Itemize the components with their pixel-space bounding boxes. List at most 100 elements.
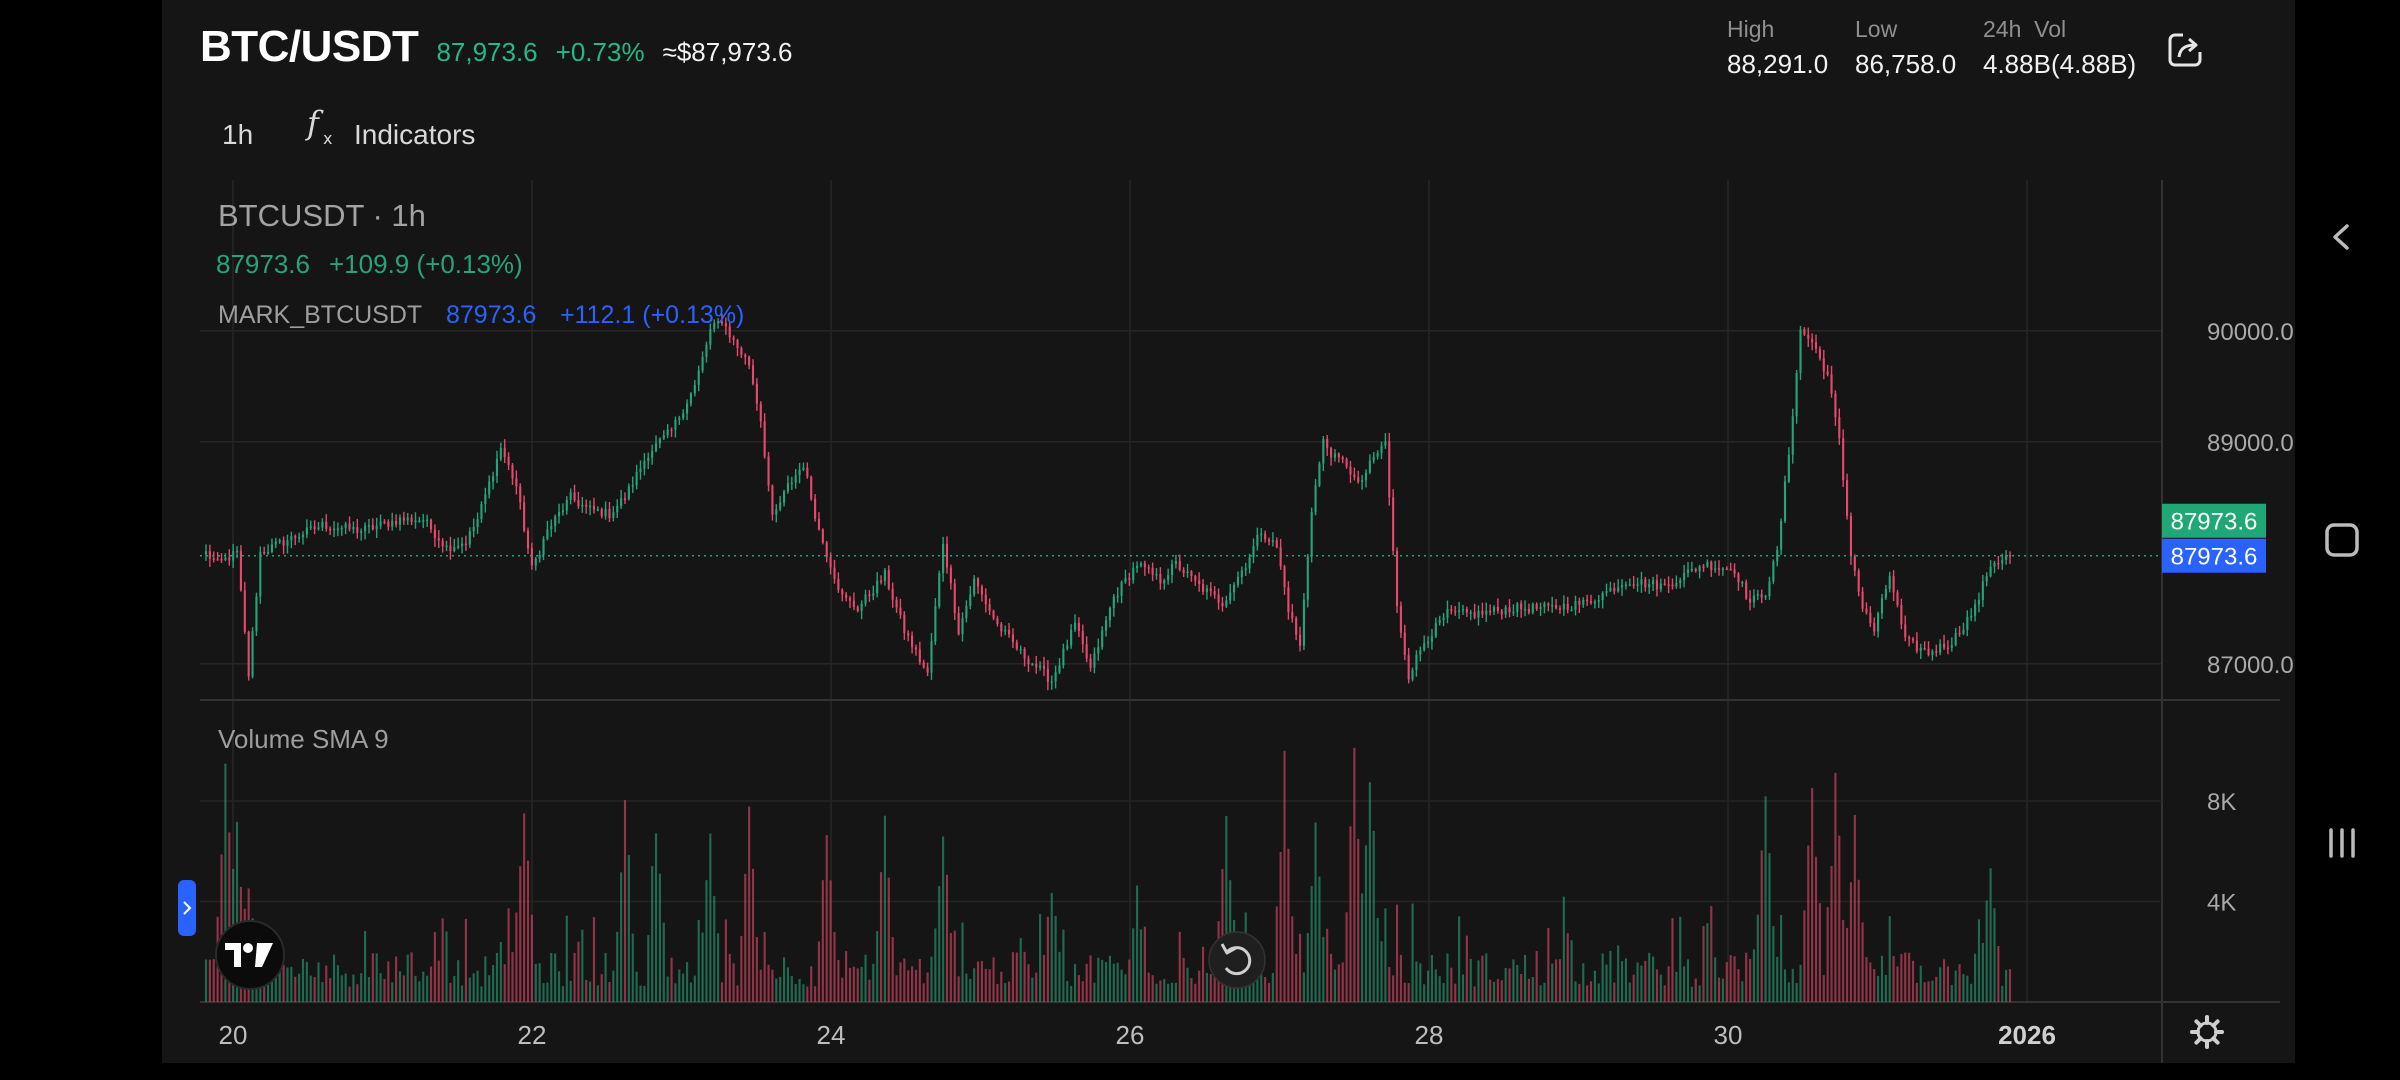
volume-bar: [441, 918, 444, 1002]
back-chevron-icon[interactable]: [2317, 212, 2367, 262]
volume-bar: [1186, 967, 1189, 1002]
volume-bar: [1562, 896, 1565, 1002]
volume-bar: [220, 854, 223, 1002]
candle: [1019, 645, 1022, 655]
volume-bar: [1617, 945, 1620, 1002]
candle: [441, 538, 444, 553]
volume-bar: [945, 874, 949, 1002]
candle: [1050, 675, 1053, 690]
candle: [1547, 602, 1550, 612]
candle: [290, 531, 293, 549]
volume-bar: [313, 976, 316, 1002]
candle: [1097, 638, 1100, 661]
candle: [1749, 590, 1752, 611]
interval-button[interactable]: 1h: [222, 119, 254, 150]
volume-bar: [1527, 978, 1531, 1002]
candle: [1070, 624, 1073, 649]
stat-volume: 24h Vol 4.88B(4.88B): [1983, 16, 2136, 80]
legend-collapse-tab[interactable]: [178, 880, 196, 936]
candle: [647, 452, 650, 470]
candle: [1388, 432, 1391, 506]
volume-bar: [1008, 981, 1011, 1002]
candle: [782, 489, 786, 507]
volume-bar: [1062, 929, 1065, 1002]
volume-bar: [682, 973, 685, 1002]
tradingview-logo[interactable]: [215, 920, 285, 990]
volume-bar: [693, 975, 696, 1002]
candle: [1035, 656, 1038, 674]
volume-bar: [1799, 964, 1802, 1002]
volume-bar: [988, 969, 991, 1002]
volume-bar: [755, 937, 758, 1002]
volume-bar: [1485, 953, 1488, 1002]
last-price-tag: 87973.6: [2162, 503, 2266, 538]
volume-bar: [771, 969, 774, 1002]
chart-settings-gear-icon[interactable]: [2190, 1015, 2224, 1049]
volume-bar: [1368, 782, 1371, 1002]
candle: [1081, 624, 1084, 653]
volume-bar: [1446, 953, 1449, 1002]
volume-bar: [1927, 981, 1930, 1002]
candle: [1911, 637, 1915, 644]
candle: [1295, 616, 1298, 641]
volume-bar: [1353, 747, 1356, 1002]
candle: [635, 464, 638, 490]
volume-bar: [453, 975, 456, 1002]
home-square-icon[interactable]: [2317, 515, 2367, 565]
volume-bar: [387, 961, 390, 1002]
stat-high-label: High: [1727, 16, 1775, 42]
volume-y-tick-label: 4K: [2207, 889, 2236, 916]
volume-bar: [651, 866, 654, 1002]
candle: [1679, 577, 1682, 589]
candle: [1799, 325, 1802, 381]
volume-bar: [1430, 954, 1434, 1002]
indicators-button[interactable]: Indicators: [354, 119, 476, 150]
volume-bar: [1128, 959, 1131, 1002]
svg-text:87973.6: 87973.6: [2171, 509, 2258, 536]
candle: [1624, 581, 1627, 590]
candle: [1931, 649, 1934, 661]
reset-chart-icon[interactable]: [1208, 931, 1266, 989]
volume-bar: [779, 976, 782, 1002]
volume-bar: [1500, 980, 1503, 1002]
volume-bar: [697, 920, 700, 1002]
candle: [232, 543, 235, 568]
volume-bar: [1000, 971, 1003, 1002]
candle: [367, 518, 371, 534]
fx-icon[interactable]: f x: [305, 104, 341, 148]
candle: [492, 471, 495, 490]
candle: [841, 588, 844, 602]
candle: [1167, 568, 1170, 585]
volume-bar: [837, 959, 840, 1002]
candle: [965, 600, 968, 623]
volume-bar: [1888, 916, 1891, 1002]
volume-bar: [1287, 848, 1290, 1002]
volume-bar: [212, 959, 215, 1002]
volume-bar: [717, 933, 720, 1002]
volume-bar: [856, 968, 859, 1002]
pair-title[interactable]: BTC/USDT: [200, 22, 419, 71]
volume-bar: [1783, 969, 1787, 1002]
volume-bar: [662, 922, 665, 1002]
candle: [1737, 572, 1740, 591]
volume-bar: [321, 982, 324, 1002]
candle: [953, 578, 956, 620]
share-icon[interactable]: [2165, 30, 2205, 70]
volume-bar: [949, 933, 952, 1002]
volume-bar: [1093, 982, 1096, 1002]
candle: [301, 531, 305, 545]
candle: [449, 536, 452, 560]
volume-bar: [371, 953, 374, 1002]
volume-bar: [569, 980, 572, 1002]
volume-y-tick-label: 8K: [2207, 789, 2236, 816]
candle: [534, 556, 537, 571]
candle: [1845, 473, 1849, 520]
recents-icon[interactable]: [2317, 818, 2367, 868]
candle: [701, 351, 704, 374]
chart-canvas[interactable]: 20 22 24 26 28 30 2026 90000.0 89000.0 87000.0 8K 4…: [162, 0, 2295, 1063]
candle: [806, 462, 809, 479]
candle: [1772, 559, 1775, 585]
volume-bar: [1861, 922, 1864, 1002]
volume-bar: [879, 872, 883, 1002]
candle: [1811, 333, 1814, 351]
